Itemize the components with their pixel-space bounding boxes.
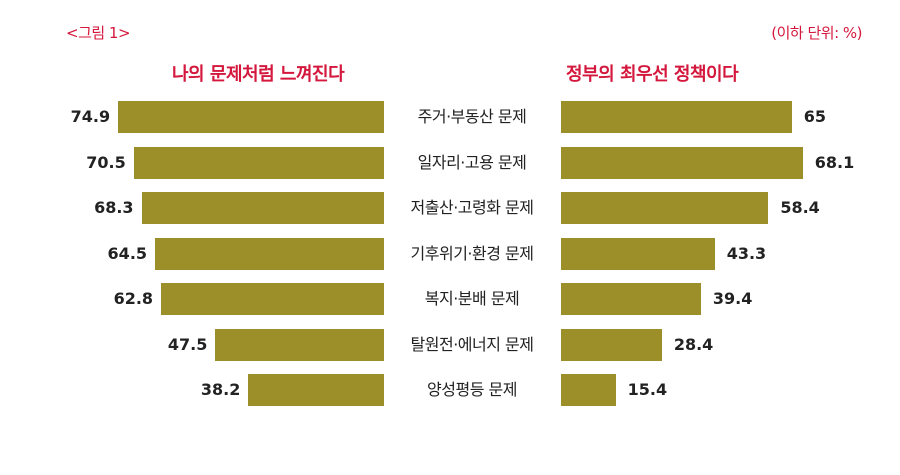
right-bar [561, 328, 662, 361]
left-bar [141, 192, 384, 224]
left-bar [133, 146, 384, 179]
right-value-label: 58.4 [780, 198, 820, 217]
category-label: 일자리·고용 문제 [417, 152, 527, 172]
right-bar [561, 283, 701, 315]
category-label: 기후위기·환경 문제 [410, 243, 534, 263]
left-bar [248, 374, 384, 406]
unit-note: (이하 단위: %) [771, 24, 862, 42]
chart-row: 38.2 양성평등 문제 15.4 [0, 374, 900, 420]
right-value-label: 43.3 [726, 243, 767, 263]
chart-row: 64.5 기후위기·환경 문제 43.3 [0, 237, 900, 284]
category-label: 저출산·고령화 문제 [410, 198, 534, 217]
category-label: 복지·분배 문제 [424, 289, 520, 308]
figure-label: <그림 1> [66, 24, 131, 42]
left-chart-title: 나의 문제처럼 느껴진다 [172, 64, 345, 85]
left-value-label: 68.3 [94, 198, 134, 217]
right-bar [561, 101, 792, 133]
left-bar [155, 237, 384, 270]
left-value-label: 38.2 [200, 380, 241, 399]
right-bar [561, 374, 616, 406]
category-label: 양성평등 문제 [427, 380, 517, 399]
left-value-label: 70.5 [86, 152, 126, 172]
right-bar [561, 146, 803, 179]
category-label: 주거·부동산 문제 [417, 107, 527, 126]
right-value-label: 65 [803, 107, 827, 126]
left-bar [118, 101, 384, 133]
category-label: 탈원전·에너지 문제 [410, 334, 534, 354]
right-value-label: 68.1 [814, 152, 855, 172]
right-chart-title: 정부의 최우선 정책이다 [566, 64, 739, 85]
chart-row: 74.9 주거·부동산 문제 65 [0, 101, 900, 147]
butterfly-bar-chart: 74.9 주거·부동산 문제 65 70.5 일자리·고용 문제 68.1 68… [0, 101, 900, 420]
left-bar [161, 283, 384, 315]
left-value-label: 62.8 [113, 289, 154, 308]
right-bar [561, 237, 715, 270]
right-value-label: 28.4 [673, 334, 714, 354]
left-value-label: 74.9 [70, 107, 111, 126]
chart-row: 62.8 복지·분배 문제 39.4 [0, 283, 900, 329]
left-bar [215, 328, 384, 361]
left-value-label: 64.5 [107, 243, 148, 263]
right-value-label: 39.4 [712, 289, 753, 308]
right-value-label: 15.4 [627, 380, 668, 399]
right-bar [561, 192, 769, 224]
left-value-label: 47.5 [167, 334, 208, 354]
chart-row: 68.3 저출산·고령화 문제 58.4 [0, 192, 900, 238]
chart-row: 47.5 탈원전·에너지 문제 28.4 [0, 328, 900, 375]
chart-row: 70.5 일자리·고용 문제 68.1 [0, 146, 900, 193]
